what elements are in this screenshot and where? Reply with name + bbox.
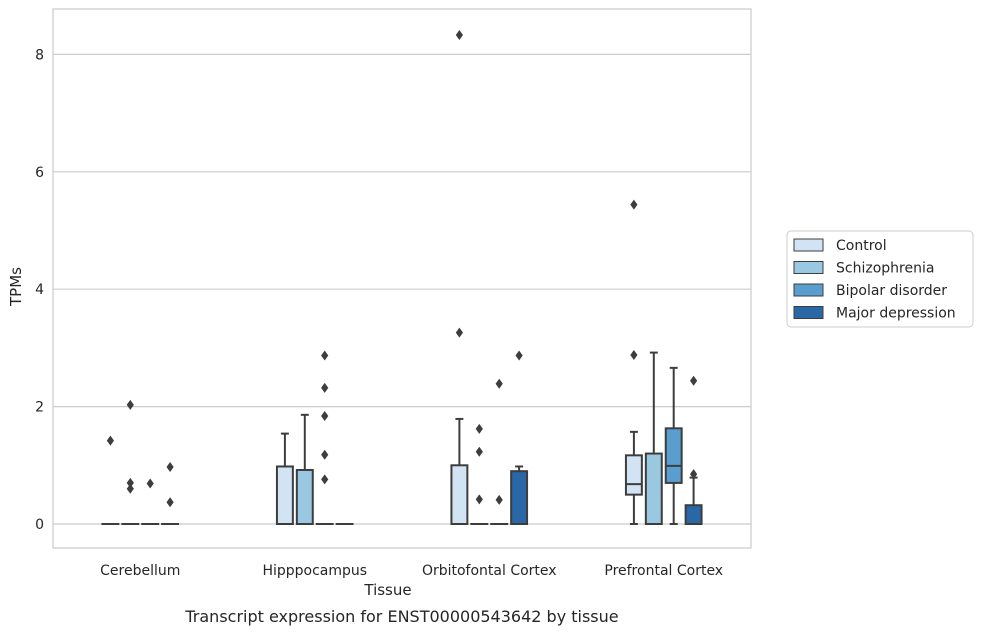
outlier-point: [475, 494, 483, 505]
box: [664, 427, 683, 484]
outlier-point: [321, 382, 329, 393]
outlier-point: [321, 474, 329, 485]
box: [450, 464, 469, 525]
outlier-point: [321, 449, 329, 460]
x-tick-labels: Cerebellum Hipppocampus Orbitofontal Corte…: [100, 563, 723, 579]
box-group: [624, 199, 643, 525]
outlier-point: [321, 350, 329, 361]
outlier-point: [690, 375, 698, 386]
box-group: [644, 351, 663, 525]
outlier-point: [515, 350, 523, 361]
box: [295, 468, 314, 526]
box: [510, 470, 529, 526]
y-tick-label: 0: [35, 517, 44, 533]
box: [275, 465, 294, 525]
outlier-point: [495, 378, 503, 389]
legend-swatch: [793, 306, 824, 319]
box-group: [684, 375, 703, 526]
legend-swatch: [793, 283, 824, 297]
box-group: [664, 366, 683, 525]
x-tick-label: Hipppocampus: [262, 563, 367, 579]
outlier-point: [690, 469, 698, 480]
outlier-point: [146, 478, 154, 489]
outlier-point: [126, 483, 134, 494]
outlier-point: [166, 497, 174, 508]
legend-frame: [786, 230, 974, 328]
legend-label: Control: [836, 238, 887, 254]
outlier-point: [630, 199, 638, 210]
outlier-point: [495, 494, 503, 505]
outlier-point: [106, 435, 114, 446]
y-tick-label: 4: [35, 282, 44, 298]
y-tick-labels: 0 2 4 6 8: [35, 47, 44, 533]
boxes-layer: [101, 30, 703, 526]
box-group: [295, 413, 314, 526]
y-axis-label: TPMs: [7, 267, 25, 307]
x-tick-label: Prefrontal Cortex: [604, 563, 723, 579]
box-group: [161, 462, 180, 526]
box-group: [450, 30, 469, 525]
outlier-point: [126, 477, 134, 488]
outlier-point: [630, 349, 638, 360]
box-group: [101, 435, 120, 526]
outlier-point: [126, 399, 134, 410]
outlier-point: [455, 327, 463, 338]
outlier-point: [455, 30, 463, 41]
outlier-point: [321, 410, 329, 421]
outlier-point: [475, 446, 483, 457]
box-group: [141, 478, 160, 526]
legend-label: Bipolar disorder: [836, 283, 947, 299]
box: [644, 452, 663, 525]
box: [684, 504, 703, 526]
plot-frame: [52, 8, 752, 549]
y-tick-label: 6: [35, 165, 44, 181]
x-tick-label: Cerebellum: [100, 563, 180, 579]
legend: Control Schizophrenia Bipolar disorder Majo…: [786, 230, 974, 328]
box-group: [490, 378, 509, 526]
box-group: [121, 399, 140, 526]
x-axis-label: Tissue: [363, 581, 411, 599]
legend-label: Schizophrenia: [836, 261, 934, 277]
outlier-point: [475, 423, 483, 434]
outlier-point: [166, 462, 174, 473]
y-tick-label: 8: [35, 47, 44, 63]
box-group: [275, 432, 294, 525]
box: [624, 454, 643, 496]
legend-swatch: [793, 261, 824, 274]
chart-caption: Transcript expression for ENST0000054364…: [184, 607, 618, 626]
y-tick-label: 2: [35, 400, 44, 416]
box-group: [470, 423, 489, 526]
box-group: [510, 350, 529, 526]
box-group: [315, 350, 334, 526]
legend-label: Major depression: [836, 306, 956, 322]
legend-swatch: [793, 238, 824, 252]
x-tick-label: Orbitofontal Cortex: [422, 563, 557, 579]
